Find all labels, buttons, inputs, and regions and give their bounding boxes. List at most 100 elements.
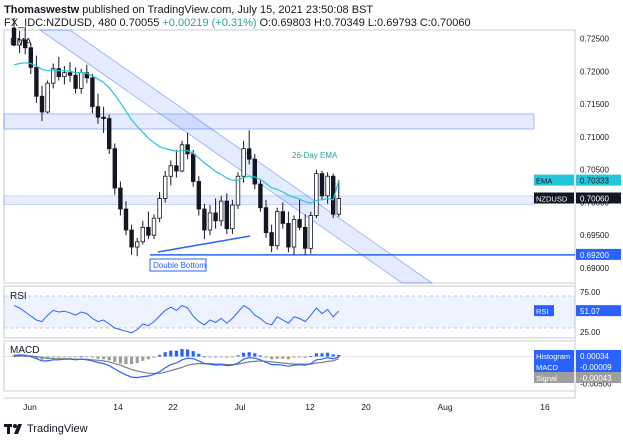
candle-down <box>84 72 89 79</box>
candle-up <box>168 165 173 177</box>
candle-down <box>174 165 179 172</box>
candle-down <box>146 226 151 236</box>
support-value-bg <box>576 248 621 260</box>
macd-histogram-bar <box>90 356 94 358</box>
symbol-value-bg <box>576 192 621 204</box>
macd-histogram-bar <box>298 356 302 358</box>
macd-histogram-bar <box>225 356 229 358</box>
double-bottom-line <box>157 235 251 253</box>
rsi-line <box>13 304 340 334</box>
macd-histogram-bar <box>180 348 184 357</box>
histogram-tag: Histogram <box>536 352 570 361</box>
candle-down <box>202 208 207 231</box>
candle-down <box>319 173 325 197</box>
candle-down <box>123 208 129 231</box>
macd-tick-label: -0.00500 <box>580 380 612 389</box>
macd-histogram-bar <box>309 355 313 357</box>
price-tick-label: 0.72000 <box>580 67 609 76</box>
macd-histogram-bar <box>57 356 61 358</box>
rsi-pane-label: RSI <box>10 291 27 302</box>
macd-histogram-bar <box>230 356 234 358</box>
macd-histogram-bar <box>219 356 223 358</box>
candle-down <box>129 229 134 248</box>
ema-value-bg <box>576 174 621 186</box>
signal-line <box>13 355 340 374</box>
ema-pane-label: EMA <box>10 37 32 48</box>
macd-histogram-bar <box>68 356 72 358</box>
rsi-tick-label: 75.00 <box>580 288 601 297</box>
candle-up <box>308 215 313 249</box>
candle-down <box>196 181 201 210</box>
time-tick-label: Jun <box>23 402 37 412</box>
macd-histogram-bar <box>51 356 55 358</box>
macd-histogram-bar <box>281 356 285 359</box>
histogram-value: 0.00034 <box>580 352 609 361</box>
symbol-label[interactable]: FX_IDC:NZDUSD, 480 <box>4 17 117 29</box>
price-tick-label: 0.69500 <box>580 231 609 240</box>
time-tick-label: Aug <box>437 402 452 412</box>
macd-histogram-bar <box>258 355 262 357</box>
candle-up <box>241 148 246 177</box>
macd-tag-bg <box>534 361 574 372</box>
macd-histogram-bar <box>264 356 268 358</box>
candle-down <box>28 47 33 68</box>
author-name[interactable]: Thomaswestw <box>4 4 80 16</box>
histogram-tag-bg <box>534 350 574 361</box>
candle-up <box>62 72 67 77</box>
resistance-zone <box>3 113 535 130</box>
macd-histogram-bar <box>253 353 257 357</box>
candle-down <box>11 27 17 46</box>
macd-histogram-bar <box>34 356 38 359</box>
candle-up <box>17 39 22 46</box>
macd-histogram-bar <box>191 351 195 357</box>
macd-histogram-bar <box>146 356 150 360</box>
candle-down <box>246 148 252 160</box>
macd-histogram-bar <box>292 356 296 358</box>
candle-down <box>39 95 45 113</box>
macd-histogram-bar <box>303 356 307 358</box>
tradingview-brand: TradingView <box>27 423 88 435</box>
candle-up <box>207 212 213 231</box>
candle-up <box>79 72 84 89</box>
candle-up <box>157 198 162 219</box>
candle-down <box>118 187 123 210</box>
chart-header-ohlc: FX_IDC:NZDUSD, 480 0.70055 +0.00219 (+0.… <box>4 17 471 29</box>
tradingview-footer[interactable]: TradingView <box>4 423 88 435</box>
tradingview-logo-icon <box>4 424 22 434</box>
candle-up <box>274 211 280 247</box>
ema-tag: EMA <box>536 177 552 186</box>
price-tick-label: 0.72500 <box>580 35 609 44</box>
candle-down <box>252 158 257 185</box>
candle-down <box>302 226 308 249</box>
candle-down <box>258 183 263 209</box>
candle-down <box>297 219 302 228</box>
macd-histogram-bar <box>208 356 212 358</box>
rsi-value-bg <box>576 305 621 317</box>
candle-up <box>230 204 235 230</box>
signal-value-bg <box>576 372 621 383</box>
candle-down <box>107 118 112 150</box>
macd-histogram-bar <box>152 356 156 358</box>
candle-up <box>45 82 50 113</box>
macd-histogram-bar <box>286 356 290 360</box>
candle-down <box>73 74 78 89</box>
macd-histogram-bar <box>242 352 246 357</box>
candle-down <box>101 116 106 119</box>
candle-down <box>34 67 39 97</box>
candle-down <box>112 148 117 189</box>
candle-up <box>325 175 330 197</box>
rsi-tag-bg <box>534 305 554 317</box>
signal-tag-bg <box>534 372 574 383</box>
candle-down <box>185 144 190 155</box>
candle-up <box>291 219 297 248</box>
ema-line <box>13 62 340 204</box>
macd-histogram-bar <box>174 350 178 357</box>
macd-histogram-bar <box>102 356 106 360</box>
candle-down <box>224 200 229 230</box>
candle-down <box>263 207 269 234</box>
macd-histogram-bar <box>186 349 190 357</box>
rsi-tag: RSI <box>536 307 549 316</box>
macd-histogram-bar <box>326 352 330 357</box>
candle-up <box>140 226 145 243</box>
